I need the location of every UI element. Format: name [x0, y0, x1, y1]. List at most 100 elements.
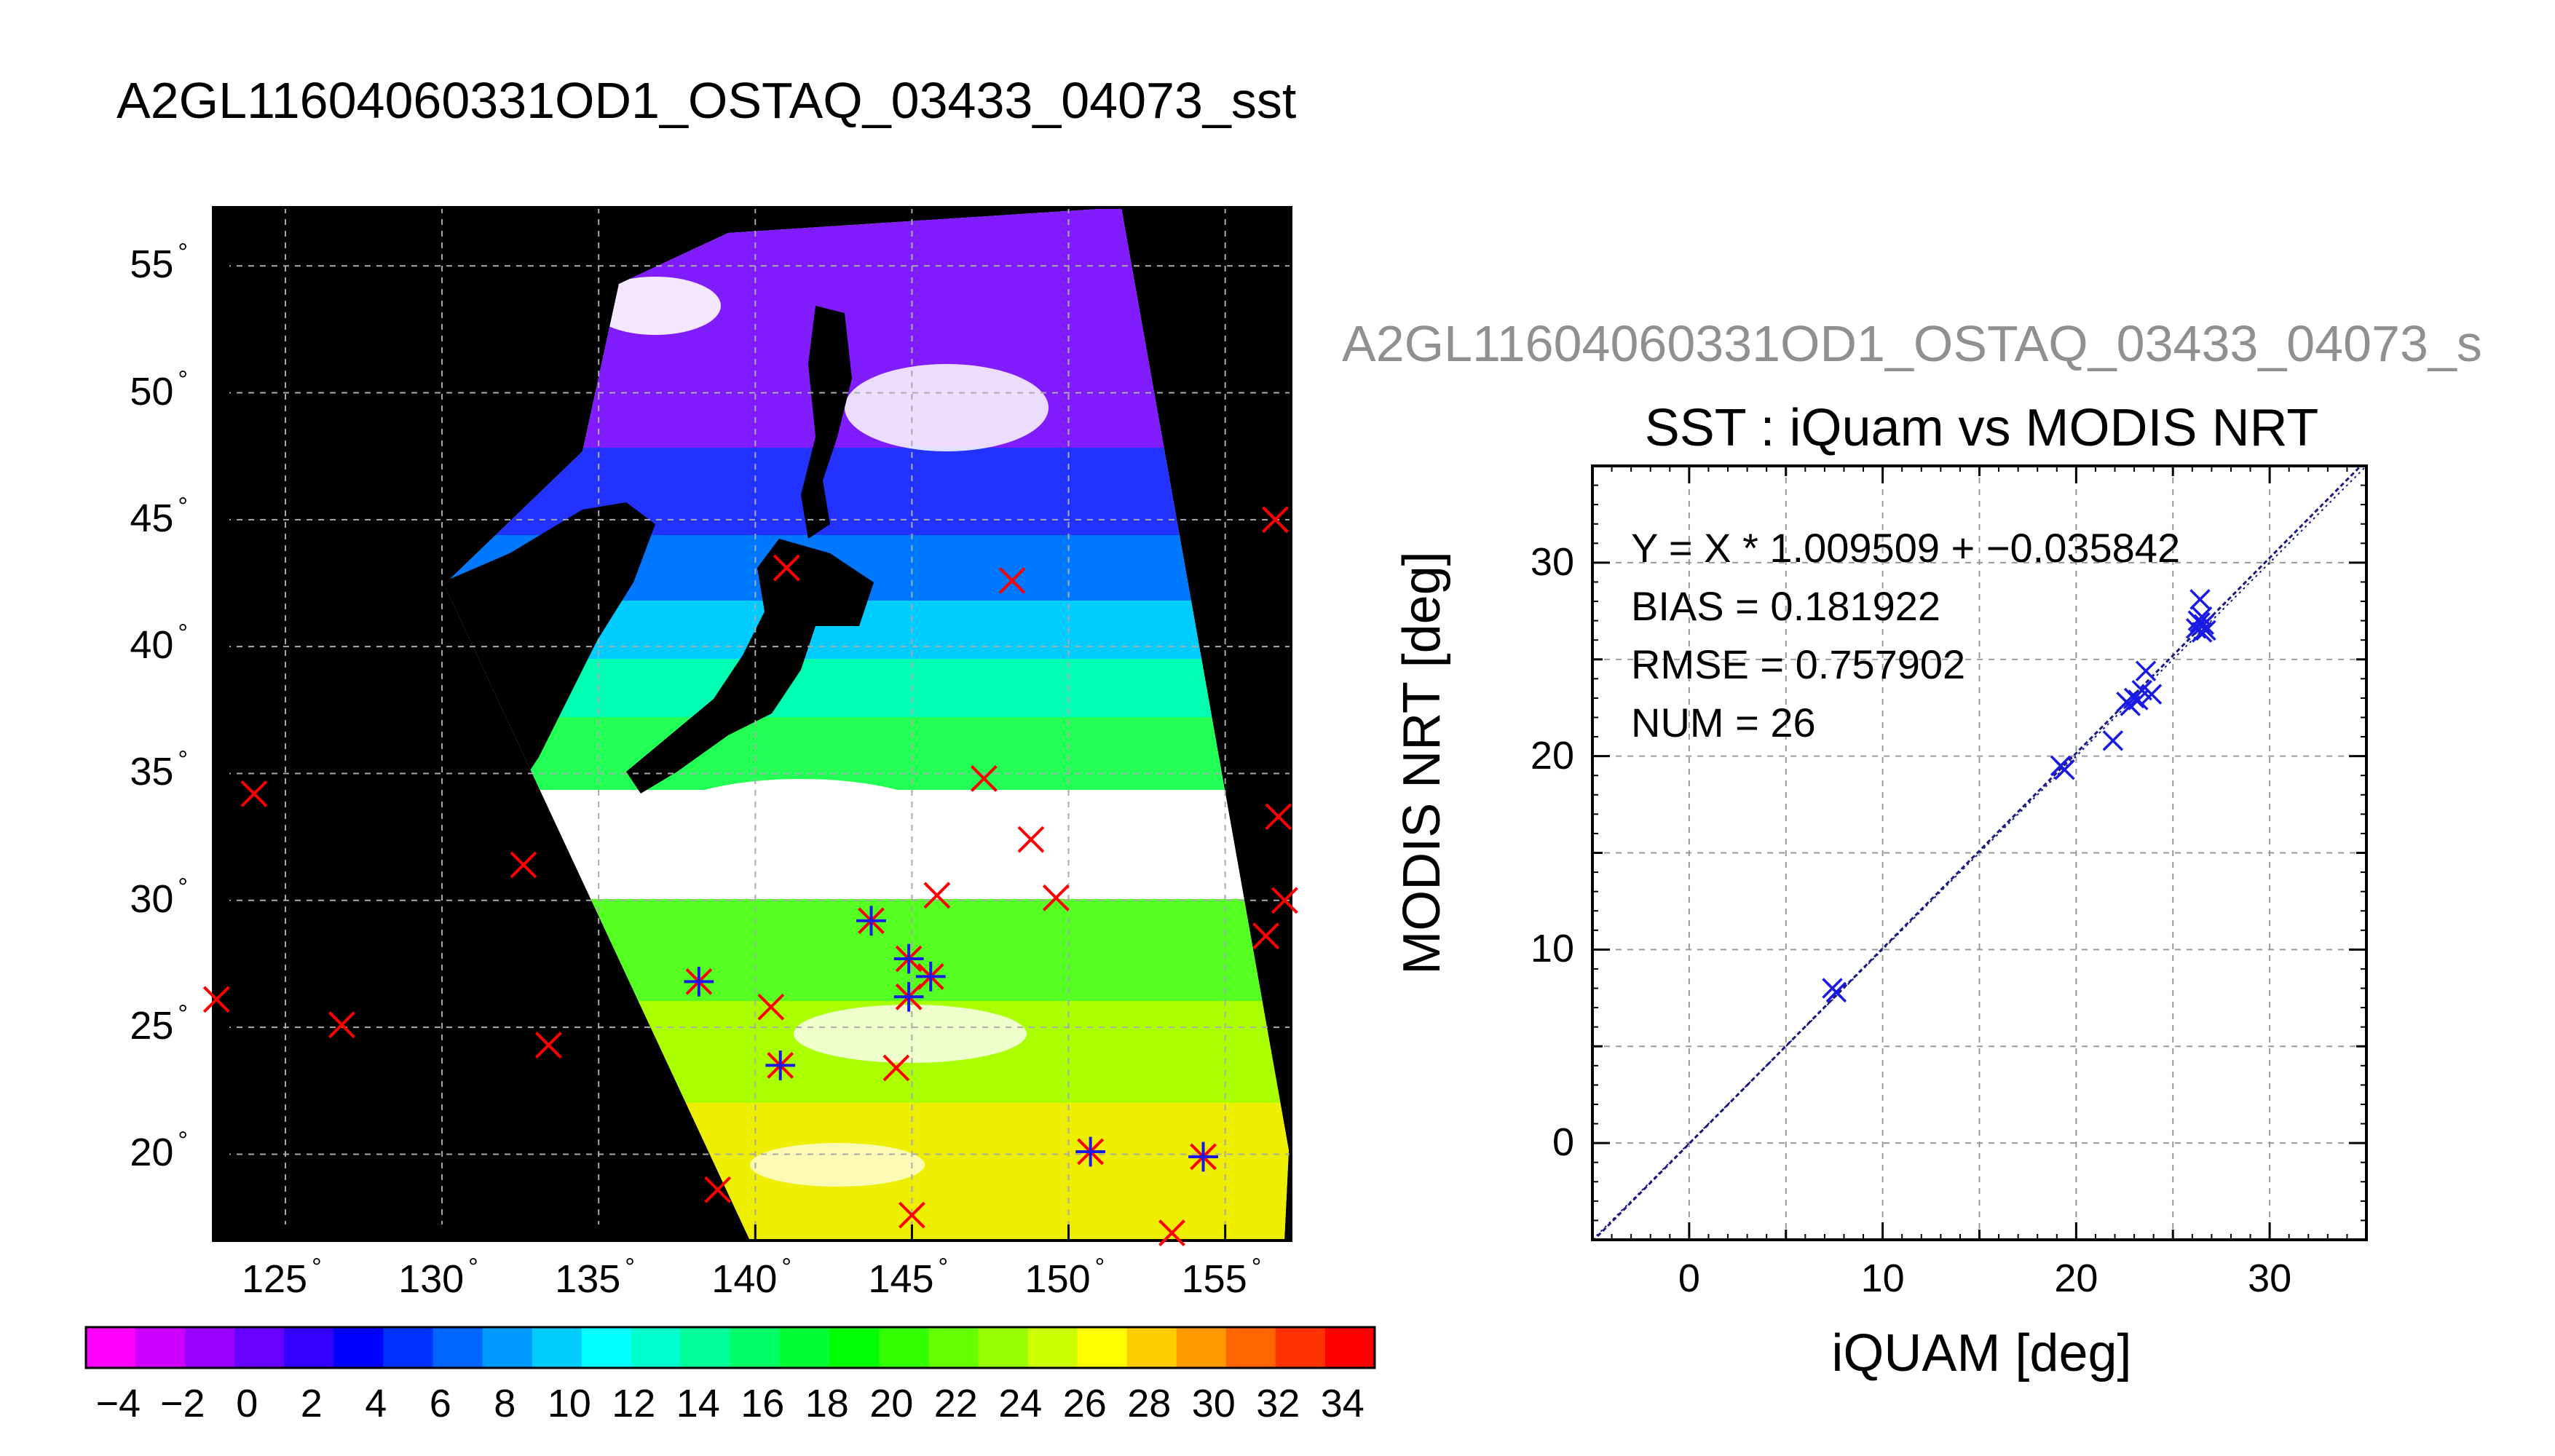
colorbar-label: 34	[1320, 1382, 1365, 1425]
stats-num: NUM = 26	[1631, 700, 1816, 745]
colorbar-label: 6	[429, 1382, 451, 1425]
land-japan	[626, 539, 874, 794]
colorbar-cell	[333, 1327, 384, 1368]
map-marker	[1252, 922, 1279, 950]
scatter-title: SST : iQuam vs MODIS NRT	[1644, 399, 2319, 457]
map-marker	[893, 981, 924, 1012]
lon-tick-label: 155 °	[1181, 1254, 1262, 1301]
stats-rmse: RMSE = 0.757902	[1631, 641, 1966, 687]
ghost-title: A2GL11604060331OD1_OSTAQ_03433_04073_s	[1342, 315, 2482, 372]
colorbar-cell	[86, 1327, 137, 1368]
map-marker	[1075, 1136, 1106, 1167]
map-marker	[534, 1032, 562, 1059]
y-tick-label: 20	[1530, 733, 1574, 778]
scatter-point	[2191, 622, 2213, 643]
lon-tick-label: 145 °	[868, 1254, 949, 1301]
map-marker	[998, 567, 1026, 594]
colorbar-cell	[234, 1327, 285, 1368]
colorbar-cell	[879, 1327, 930, 1368]
map-frame	[212, 206, 1292, 1242]
map-marker	[684, 966, 714, 997]
map-marker	[970, 765, 998, 792]
x-axis-label: iQUAM [deg]	[1831, 1324, 2132, 1382]
colorbar-label: 30	[1191, 1382, 1236, 1425]
colorbar-label: 4	[365, 1382, 387, 1425]
colorbar-label: 12	[612, 1382, 656, 1425]
scatter-point	[2102, 730, 2124, 751]
colorbar-cell	[780, 1327, 831, 1368]
scatter-point	[2054, 759, 2075, 780]
colorbar-label: 20	[869, 1382, 914, 1425]
lat-tick-label: 55 °	[130, 239, 188, 287]
colorbar-cell	[1077, 1327, 1128, 1368]
colorbar-label: 24	[998, 1382, 1043, 1425]
map-gridlines	[213, 207, 1291, 1241]
colorbar-cell	[185, 1327, 236, 1368]
map-marker	[923, 882, 951, 909]
colorbar-frame	[84, 1326, 1376, 1369]
colorbar-cell	[680, 1327, 731, 1368]
map-marker	[1158, 1219, 1185, 1246]
map-markers	[202, 506, 1298, 1246]
stats-bias: BIAS = 0.181922	[1631, 583, 1941, 629]
colorbar-cell	[978, 1327, 1029, 1368]
map-marker	[328, 1011, 355, 1039]
lat-tick-label: 25 °	[130, 1000, 188, 1048]
colorbar-label: 2	[300, 1382, 323, 1425]
scatter-point	[2195, 620, 2216, 641]
map-marker	[757, 993, 785, 1021]
map-marker	[899, 1201, 925, 1229]
map-marker	[1188, 1142, 1218, 1172]
map-marker	[1042, 884, 1070, 911]
lat-tick-label: 45 °	[130, 492, 188, 540]
lon-tick-label: 125 °	[241, 1254, 322, 1301]
stats-fit-equation: Y = X * 1.009509 + −0.035842	[1631, 525, 2181, 571]
land-sakhalin	[801, 306, 852, 539]
colorbar-label: −4	[95, 1382, 141, 1425]
scatter-point	[2191, 606, 2213, 628]
map-marker	[1262, 506, 1289, 534]
map-marker	[704, 1176, 732, 1203]
lat-tick-label: 50 °	[130, 365, 188, 414]
scatter-points	[1822, 589, 2216, 1003]
colorbar-cell	[1275, 1327, 1326, 1368]
lon-tick-label: 150 °	[1024, 1254, 1105, 1301]
colorbar-label: 18	[805, 1382, 849, 1425]
colorbar-cell	[383, 1327, 434, 1368]
scatter-point	[2135, 660, 2157, 681]
scatter-point	[2193, 614, 2215, 636]
colorbar-cell	[532, 1327, 583, 1368]
colorbar-cell	[1176, 1327, 1227, 1368]
colorbar-cell	[1126, 1327, 1177, 1368]
map-marker	[202, 986, 230, 1013]
colorbar-cell	[482, 1327, 533, 1368]
lon-tick-label: 135 °	[555, 1254, 635, 1301]
map-marker	[882, 1054, 910, 1082]
colorbar-cell	[284, 1327, 335, 1368]
scatter-point	[2141, 684, 2163, 705]
lat-tick-label: 35 °	[130, 746, 188, 794]
colorbar-label: 10	[547, 1382, 591, 1425]
colorbar-cell	[433, 1327, 483, 1368]
scatter-tick-marks	[1592, 466, 2366, 1240]
colorbar-label: 32	[1256, 1382, 1300, 1425]
figure-title: A2GL11604060331OD1_OSTAQ_03433_04073_sst	[117, 72, 1297, 129]
colorbar-cell	[928, 1327, 979, 1368]
colorbar-cell	[631, 1327, 682, 1368]
colorbar-label: 14	[676, 1382, 720, 1425]
y-axis-label: MODIS NRT [deg]	[1393, 551, 1451, 975]
map-marker	[773, 554, 800, 582]
colorbar-cell	[1027, 1327, 1078, 1368]
scatter-gridlines	[1592, 466, 2366, 1240]
y-tick-label: 0	[1552, 1120, 1574, 1165]
colorbar-label: 16	[741, 1382, 785, 1425]
map-marker	[1265, 803, 1292, 831]
map-marker	[510, 851, 537, 879]
colorbar-label: 28	[1127, 1382, 1172, 1425]
scatter-point	[2189, 589, 2211, 610]
map-marker	[765, 1051, 796, 1080]
map-marker	[1271, 887, 1298, 914]
